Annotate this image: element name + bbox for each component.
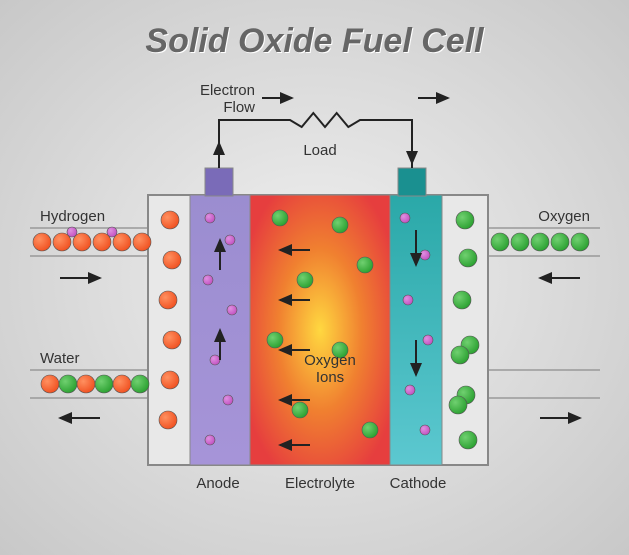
- oxygen-molecule: [551, 233, 569, 251]
- oxygen-molecule: [571, 233, 589, 251]
- ion-particle: [205, 213, 215, 223]
- ion-particle: [107, 227, 117, 237]
- ion-particle: [403, 295, 413, 305]
- ion-particle: [203, 275, 213, 285]
- oxygen-molecule: [459, 431, 477, 449]
- ion-particle: [423, 335, 433, 345]
- oxygen-ion: [362, 422, 378, 438]
- oxygen-molecule: [531, 233, 549, 251]
- ion-particle: [225, 235, 235, 245]
- hydrogen-molecule: [159, 291, 177, 309]
- oxygen-molecule: [491, 233, 509, 251]
- oxygen-molecule: [459, 249, 477, 267]
- oxygen-ion: [357, 257, 373, 273]
- ion-particle: [420, 250, 430, 260]
- hydrogen-molecule: [133, 233, 151, 251]
- water-molecule: [131, 375, 149, 393]
- load-label: Load: [290, 142, 350, 159]
- oxygen-ion: [332, 217, 348, 233]
- electron-flow-label: ElectronFlow: [175, 82, 255, 116]
- hydrogen-molecule: [161, 211, 179, 229]
- cathode-label: Cathode: [388, 475, 448, 492]
- water-molecule: [77, 375, 95, 393]
- hydrogen-molecule: [161, 371, 179, 389]
- circuit-wire: [219, 113, 412, 168]
- ion-particle: [400, 213, 410, 223]
- ion-particle: [67, 227, 77, 237]
- oxygen-molecule: [449, 396, 467, 414]
- ion-particle: [210, 355, 220, 365]
- water-label: Water: [40, 350, 100, 367]
- anode-label: Anode: [188, 475, 248, 492]
- hydrogen-molecule: [159, 411, 177, 429]
- hydrogen-molecule: [163, 331, 181, 349]
- water-molecule: [59, 375, 77, 393]
- ion-particle: [223, 395, 233, 405]
- oxygen-molecule: [451, 346, 469, 364]
- oxygen-molecule: [453, 291, 471, 309]
- electrolyte-label: Electrolyte: [280, 475, 360, 492]
- circuit-layer: [219, 113, 412, 168]
- ion-particle: [405, 385, 415, 395]
- ion-particle: [420, 425, 430, 435]
- ion-particle: [227, 305, 237, 315]
- water-molecule: [95, 375, 113, 393]
- oxygen-ion: [297, 272, 313, 288]
- oxygen-ion: [272, 210, 288, 226]
- water-molecule: [41, 375, 59, 393]
- hydrogen-molecule: [33, 233, 51, 251]
- hydrogen-label: Hydrogen: [40, 208, 120, 225]
- anode-terminal: [205, 168, 233, 196]
- cell-body: [148, 168, 488, 465]
- fuel-cell-diagram: [0, 0, 629, 555]
- oxygen-ion: [292, 402, 308, 418]
- oxygen-ion: [267, 332, 283, 348]
- water-molecule: [113, 375, 131, 393]
- cathode-terminal: [398, 168, 426, 196]
- oxygen-label: Oxygen: [520, 208, 590, 225]
- oxygen-ions-label: OxygenIons: [300, 352, 360, 386]
- oxygen-molecule: [511, 233, 529, 251]
- ion-particle: [205, 435, 215, 445]
- oxygen-molecule: [456, 211, 474, 229]
- hydrogen-molecule: [163, 251, 181, 269]
